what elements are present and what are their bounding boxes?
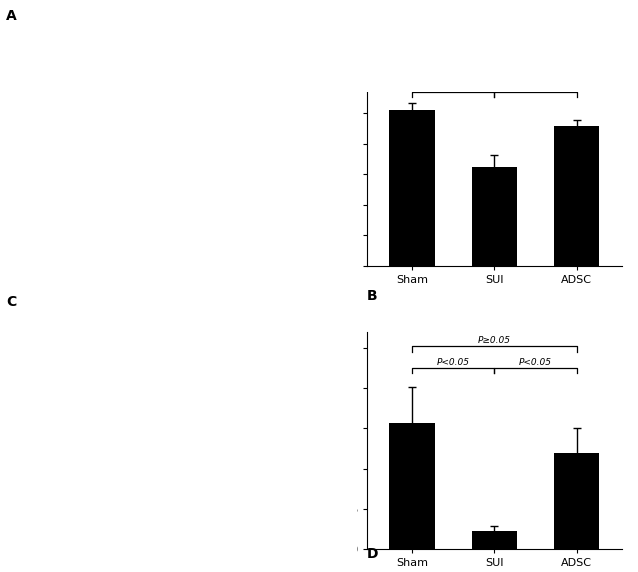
Bar <box>472 531 517 549</box>
Text: P≥0.05: P≥0.05 <box>478 336 511 345</box>
Text: C: C <box>6 295 17 308</box>
Y-axis label: Collagen I / III (%): Collagen I / III (%) <box>330 391 340 490</box>
Bar <box>389 423 434 549</box>
Text: A: A <box>6 9 17 22</box>
Text: B: B <box>367 289 378 303</box>
Bar <box>389 110 434 266</box>
Text: P<0.05: P<0.05 <box>519 82 552 91</box>
Text: D: D <box>367 547 378 561</box>
Text: P<0.05: P<0.05 <box>437 82 470 91</box>
Text: P<0.05: P<0.05 <box>437 358 470 367</box>
Bar <box>472 167 517 266</box>
Text: P<0.05: P<0.05 <box>519 358 552 367</box>
Bar <box>554 126 600 266</box>
Bar <box>554 452 600 549</box>
Y-axis label: SMA/β-Actin: SMA/β-Actin <box>327 129 337 197</box>
Text: P≥0.05: P≥0.05 <box>478 63 511 73</box>
